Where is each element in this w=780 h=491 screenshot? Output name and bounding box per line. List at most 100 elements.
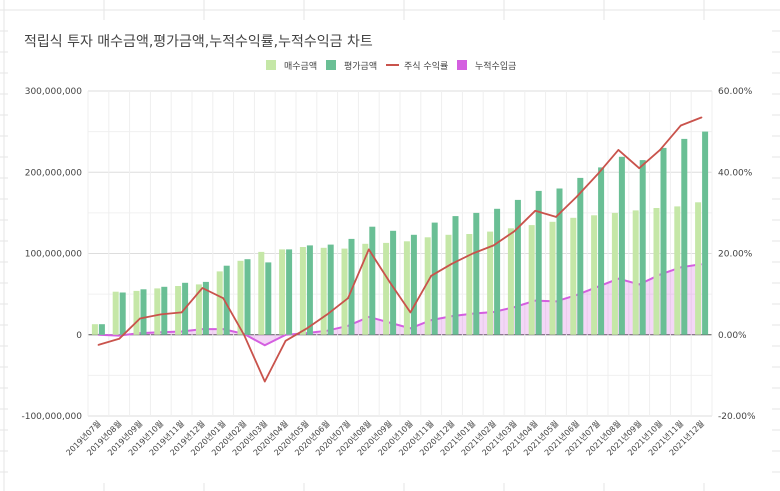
- point-stock-return[interactable]: [659, 149, 661, 151]
- point-stock-return[interactable]: [201, 287, 204, 289]
- legend-label[interactable]: 평가금액: [344, 60, 377, 72]
- bar-valuation-amount[interactable]: [431, 222, 438, 335]
- bar-valuation-amount[interactable]: [119, 292, 126, 335]
- bar-valuation-amount[interactable]: [681, 138, 688, 335]
- bar-valuation-amount[interactable]: [494, 208, 501, 335]
- bar-valuation-amount[interactable]: [348, 238, 355, 335]
- point-stock-return[interactable]: [492, 244, 495, 247]
- bar-purchase-amount[interactable]: [154, 288, 161, 335]
- bar-valuation-amount[interactable]: [369, 226, 376, 335]
- bar-purchase-amount[interactable]: [112, 291, 119, 335]
- point-stock-return[interactable]: [472, 252, 474, 255]
- bar-valuation-amount[interactable]: [639, 160, 646, 335]
- point-stock-return[interactable]: [347, 297, 349, 300]
- bar-purchase-amount[interactable]: [632, 210, 639, 335]
- point-stock-return[interactable]: [617, 149, 620, 151]
- point-stock-return[interactable]: [222, 297, 224, 300]
- point-stock-return[interactable]: [409, 311, 412, 314]
- point-stock-return[interactable]: [534, 210, 536, 212]
- point-stock-return[interactable]: [326, 313, 329, 316]
- bar-valuation-amount[interactable]: [577, 177, 584, 335]
- bar-purchase-amount[interactable]: [403, 241, 410, 335]
- bar-purchase-amount[interactable]: [175, 286, 182, 335]
- bar-purchase-amount[interactable]: [507, 228, 514, 335]
- bar-valuation-amount[interactable]: [161, 286, 168, 335]
- chart-title: 적립식 투자 매수금액,평가금액,누적수익률,누적수익금 차트: [24, 34, 373, 50]
- bar-valuation-amount[interactable]: [390, 230, 397, 335]
- legend-label[interactable]: 누적수입금: [475, 60, 516, 72]
- bar-purchase-amount[interactable]: [591, 215, 598, 335]
- bar-purchase-amount[interactable]: [279, 249, 286, 335]
- legend-swatch: [457, 60, 467, 70]
- bar-purchase-amount[interactable]: [341, 248, 348, 335]
- bar-purchase-amount[interactable]: [195, 284, 202, 335]
- point-stock-return[interactable]: [596, 173, 599, 176]
- bar-valuation-amount[interactable]: [140, 289, 147, 335]
- bar-valuation-amount[interactable]: [265, 262, 272, 335]
- bar-purchase-amount[interactable]: [320, 247, 327, 335]
- bar-valuation-amount[interactable]: [306, 245, 313, 335]
- point-stock-return[interactable]: [284, 340, 287, 342]
- bar-purchase-amount[interactable]: [487, 231, 494, 335]
- bar-valuation-amount[interactable]: [223, 265, 230, 335]
- left-tick-label: 0: [76, 331, 82, 341]
- bar-purchase-amount[interactable]: [549, 221, 556, 335]
- point-stock-return[interactable]: [139, 317, 141, 320]
- bar-valuation-amount[interactable]: [452, 216, 459, 335]
- point-stock-return[interactable]: [576, 195, 578, 198]
- point-stock-return[interactable]: [638, 167, 640, 169]
- bar-purchase-amount[interactable]: [611, 212, 618, 335]
- point-stock-return[interactable]: [97, 344, 100, 346]
- bar-valuation-amount[interactable]: [514, 199, 521, 335]
- bar-purchase-amount[interactable]: [299, 247, 306, 335]
- point-stock-return[interactable]: [243, 334, 245, 336]
- bar-purchase-amount[interactable]: [695, 202, 702, 335]
- bar-valuation-amount[interactable]: [244, 259, 251, 335]
- point-stock-return[interactable]: [118, 338, 120, 340]
- bar-purchase-amount[interactable]: [424, 237, 431, 335]
- bar-purchase-amount[interactable]: [383, 242, 390, 335]
- bar-valuation-amount[interactable]: [598, 167, 605, 335]
- point-stock-return[interactable]: [388, 281, 391, 283]
- left-tick-label: 200,000,000: [25, 168, 83, 178]
- bar-purchase-amount[interactable]: [362, 243, 369, 335]
- bar-purchase-amount[interactable]: [216, 271, 223, 335]
- bar-purchase-amount[interactable]: [258, 251, 265, 335]
- line-stock-return[interactable]: [98, 116, 702, 383]
- point-stock-return[interactable]: [160, 313, 162, 316]
- bar-purchase-amount[interactable]: [653, 208, 660, 335]
- bar-valuation-amount[interactable]: [202, 281, 209, 335]
- bar-valuation-amount[interactable]: [410, 234, 417, 335]
- bar-valuation-amount[interactable]: [535, 190, 542, 335]
- bar-purchase-amount[interactable]: [528, 225, 535, 335]
- bar-purchase-amount[interactable]: [570, 217, 577, 335]
- bar-valuation-amount[interactable]: [660, 147, 667, 335]
- point-stock-return[interactable]: [180, 311, 183, 314]
- bar-valuation-amount[interactable]: [473, 212, 480, 335]
- point-stock-return[interactable]: [555, 216, 557, 218]
- bar-purchase-amount[interactable]: [466, 234, 473, 335]
- bar-valuation-amount[interactable]: [702, 131, 709, 335]
- bar-purchase-amount[interactable]: [237, 260, 244, 335]
- bar-purchase-amount[interactable]: [445, 234, 452, 335]
- bar-valuation-amount[interactable]: [286, 249, 293, 335]
- legend-label[interactable]: 주식 수익률: [404, 60, 448, 72]
- point-stock-return[interactable]: [700, 116, 703, 119]
- point-stock-return[interactable]: [680, 124, 682, 127]
- point-stock-return[interactable]: [451, 262, 453, 265]
- bar-purchase-amount[interactable]: [91, 324, 98, 335]
- point-stock-return[interactable]: [368, 248, 370, 251]
- point-stock-return[interactable]: [305, 327, 308, 330]
- point-stock-return[interactable]: [264, 380, 266, 383]
- bar-purchase-amount[interactable]: [674, 206, 681, 335]
- point-stock-return[interactable]: [430, 275, 433, 277]
- bar-purchase-amount[interactable]: [133, 290, 140, 335]
- point-stock-return[interactable]: [513, 230, 516, 232]
- bar-valuation-amount[interactable]: [618, 156, 625, 335]
- bar-valuation-amount[interactable]: [98, 324, 105, 335]
- bar-valuation-amount[interactable]: [327, 244, 334, 335]
- legend-label[interactable]: 매수금액: [284, 60, 317, 72]
- bar-valuation-amount[interactable]: [556, 188, 563, 335]
- right-tick-label: 0.00%: [718, 331, 747, 341]
